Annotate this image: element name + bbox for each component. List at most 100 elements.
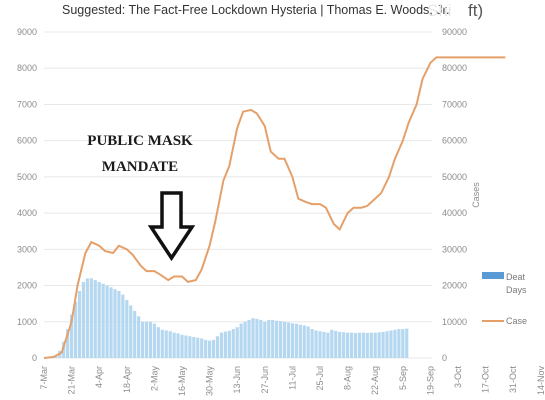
death-bar — [137, 316, 141, 358]
death-bar — [306, 326, 310, 358]
left-axis-tick-label: 2000 — [17, 281, 37, 291]
death-bar — [251, 318, 255, 358]
death-bar — [113, 289, 117, 358]
death-bar — [334, 330, 338, 358]
death-bar — [85, 278, 89, 358]
right-axis-tick-label: 20000 — [442, 281, 467, 291]
cases-line — [43, 56, 506, 359]
death-bar — [176, 333, 180, 358]
death-bar — [235, 327, 239, 358]
death-bar — [361, 332, 365, 358]
death-bar — [144, 321, 149, 358]
left-axis-tick-label: 1000 — [17, 317, 37, 327]
death-bar — [164, 330, 168, 358]
death-bar — [314, 330, 318, 358]
left-axis-ticks: 0 1000 2000 3000 4000 5000 6000 7000 8000 9000 — [17, 27, 37, 363]
death-bar — [282, 321, 287, 358]
death-bar — [117, 290, 121, 358]
death-bar — [385, 331, 389, 358]
death-bar — [62, 341, 66, 358]
right-axis-tick-label: 0 — [442, 353, 447, 363]
death-bar — [357, 332, 362, 358]
death-bar — [389, 330, 393, 358]
death-bar — [239, 323, 243, 358]
death-bar — [160, 329, 164, 358]
death-bar — [156, 327, 160, 358]
death-bar — [101, 283, 105, 358]
death-bar — [211, 339, 216, 358]
death-bar — [77, 290, 82, 358]
death-bar — [286, 322, 291, 358]
death-bar — [365, 333, 369, 358]
death-bar — [243, 321, 247, 358]
legend-deaths-line-2: Days — [506, 285, 527, 295]
annotation-line-2: MANDATE — [102, 159, 178, 175]
death-bar — [302, 325, 306, 358]
left-axis-tick-label: 8000 — [17, 63, 37, 73]
x-axis-tick-label: 4-Apr — [94, 366, 104, 388]
right-axis-tick-label: 60000 — [442, 136, 467, 146]
death-bar — [401, 329, 405, 358]
x-axis-tick-label: 3-Oct — [453, 366, 463, 389]
x-axis-tick-label: 5-Sep — [398, 366, 408, 390]
right-axis-tick-label: 40000 — [442, 208, 467, 218]
death-bar — [208, 340, 212, 358]
right-axis-tick-label: 80000 — [442, 63, 467, 73]
death-bar — [349, 332, 354, 358]
death-bar — [223, 331, 227, 358]
death-bar — [263, 321, 267, 358]
death-bar — [172, 332, 176, 358]
death-bar — [219, 332, 224, 358]
death-bar — [93, 280, 97, 358]
x-axis-tick-label: 7-Mar — [39, 366, 49, 390]
death-bar — [353, 333, 358, 358]
death-bar — [310, 329, 314, 358]
x-axis-tick-label: 27-Jun — [260, 366, 270, 394]
right-axis-ticks: 0 10000 20000 30000 40000 50000 60000 70000 8000… — [442, 27, 467, 363]
death-bar — [129, 305, 133, 358]
death-bar — [231, 329, 235, 358]
death-bar — [215, 336, 220, 358]
death-bar — [377, 332, 381, 358]
death-bar — [200, 338, 204, 358]
death-bar — [397, 329, 401, 358]
death-bar — [346, 332, 350, 358]
left-axis-tick-label: 7000 — [17, 99, 37, 109]
x-axis-tick-label: 17-Oct — [481, 366, 491, 394]
x-axis-tick-label: 22-Aug — [370, 366, 380, 395]
death-bar — [121, 294, 125, 358]
death-bar — [326, 332, 330, 358]
death-bar — [369, 332, 373, 358]
death-bar — [373, 332, 377, 358]
death-bar — [318, 331, 322, 358]
right-axis-tick-label: 50000 — [442, 172, 467, 182]
death-bar — [405, 328, 409, 358]
death-bar — [247, 319, 251, 358]
death-bar — [133, 310, 137, 358]
x-axis-ticks: 7-Mar 21-Mar 4-Apr 18-Apr 2-May 16-May 30-May 1… — [39, 366, 545, 397]
legend-deaths-line-1: Deat — [506, 272, 526, 282]
deaths-bars — [50, 278, 409, 358]
death-bar — [204, 339, 208, 358]
death-bar — [259, 319, 263, 358]
ghost-overlay-text: Shi — [427, 1, 452, 20]
right-axis-title: Cases — [471, 182, 481, 208]
x-axis-tick-label: 21-Mar — [67, 366, 77, 395]
left-axis-tick-label: 5000 — [17, 172, 37, 182]
death-bar — [290, 323, 294, 358]
death-bar — [338, 331, 342, 358]
legend-cases-label: Case — [506, 316, 527, 326]
x-axis-tick-label: 14-Nov — [536, 366, 545, 396]
death-bar — [180, 334, 184, 358]
death-bar — [109, 287, 113, 358]
x-axis-tick-label: 16-May — [177, 366, 187, 397]
right-axis-tick-label: 30000 — [442, 244, 467, 254]
x-axis-tick-label: 8-Aug — [343, 366, 353, 390]
death-bar — [227, 330, 231, 358]
right-axis-tick-label: 10000 — [442, 317, 467, 327]
suggested-video-title[interactable]: Suggested: The Fact-Free Lockdown Hyster… — [62, 3, 450, 17]
left-axis-tick-label: 4000 — [17, 208, 37, 218]
death-bar — [267, 319, 271, 358]
death-bar — [70, 314, 74, 358]
